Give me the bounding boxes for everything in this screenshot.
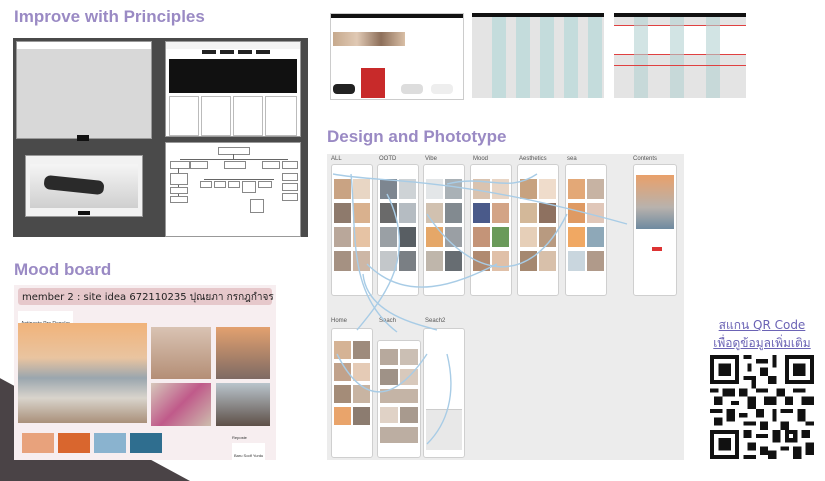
top-wireframes bbox=[330, 13, 750, 100]
mood-photo-beach bbox=[18, 323, 147, 423]
qr-link-line2[interactable]: เพื่อดูข้อมูลเพิ่มเติม bbox=[713, 336, 811, 350]
swatch-2 bbox=[58, 433, 90, 453]
phone-seach bbox=[377, 340, 421, 458]
wireframe-2 bbox=[165, 41, 301, 137]
web-mockup-1 bbox=[330, 13, 464, 100]
phone-aesthetics bbox=[517, 164, 559, 296]
col-label-sea: sea bbox=[567, 156, 577, 162]
mood-photo-couple bbox=[216, 383, 270, 426]
col-label-aesthetics: Aesthetics bbox=[519, 156, 547, 162]
design-title: Design and Phototype bbox=[327, 127, 507, 146]
mood-photo-flower bbox=[151, 383, 211, 426]
phone-contents bbox=[633, 164, 677, 296]
swatch-1 bbox=[22, 433, 54, 453]
phone-vibe bbox=[423, 164, 465, 296]
sitemap bbox=[165, 142, 301, 237]
prototype-board: ALL OOTD Vibe Mood Aesthetics sea Conten… bbox=[327, 154, 684, 460]
col-label-all: ALL bbox=[331, 156, 342, 162]
col-label-vibe: Vibe bbox=[425, 156, 437, 162]
phone-home bbox=[331, 328, 373, 458]
row2-label-seach2: Seach2 bbox=[425, 318, 446, 324]
principles-title: Improve with Principles bbox=[14, 7, 205, 26]
mood-photo-girl bbox=[151, 327, 211, 379]
col-label-mood: Mood bbox=[473, 156, 489, 162]
web-mockup-2 bbox=[472, 13, 604, 98]
qr-code[interactable] bbox=[710, 355, 814, 459]
swatch-4 bbox=[130, 433, 162, 453]
qr-link-line1[interactable]: สแกน QR Code bbox=[718, 318, 806, 332]
phone-seach2 bbox=[423, 328, 465, 458]
font-label-3: Reposte bbox=[232, 435, 247, 440]
moodboard-header-text: member 2 : site idea 672110235 ปุณยภา กร… bbox=[22, 292, 274, 303]
mood-photo-sunset bbox=[216, 327, 270, 379]
wireframe-3 bbox=[25, 155, 143, 217]
row2-label-seach: Seach bbox=[379, 318, 397, 324]
phone-sea bbox=[565, 164, 607, 296]
wireframe-1 bbox=[16, 41, 152, 141]
moodboard-title: Mood board bbox=[14, 260, 112, 279]
moodboard-panel: member 2 : site idea 672110235 ปุณยภา กร… bbox=[14, 285, 276, 463]
swatch-3 bbox=[94, 433, 126, 453]
col-label-ootd: OOTD bbox=[379, 156, 397, 162]
principles-board bbox=[13, 38, 308, 237]
moodboard-header: member 2 : site idea 672110235 ปุณยภา กร… bbox=[18, 288, 274, 305]
prototype-connectors bbox=[332, 173, 628, 445]
row2-label-home: Home bbox=[331, 318, 348, 324]
col-label-contents: Contents bbox=[633, 156, 658, 162]
web-mockup-3 bbox=[614, 13, 746, 98]
font-label-2: Baru Sodf Yurdu bbox=[232, 443, 266, 463]
